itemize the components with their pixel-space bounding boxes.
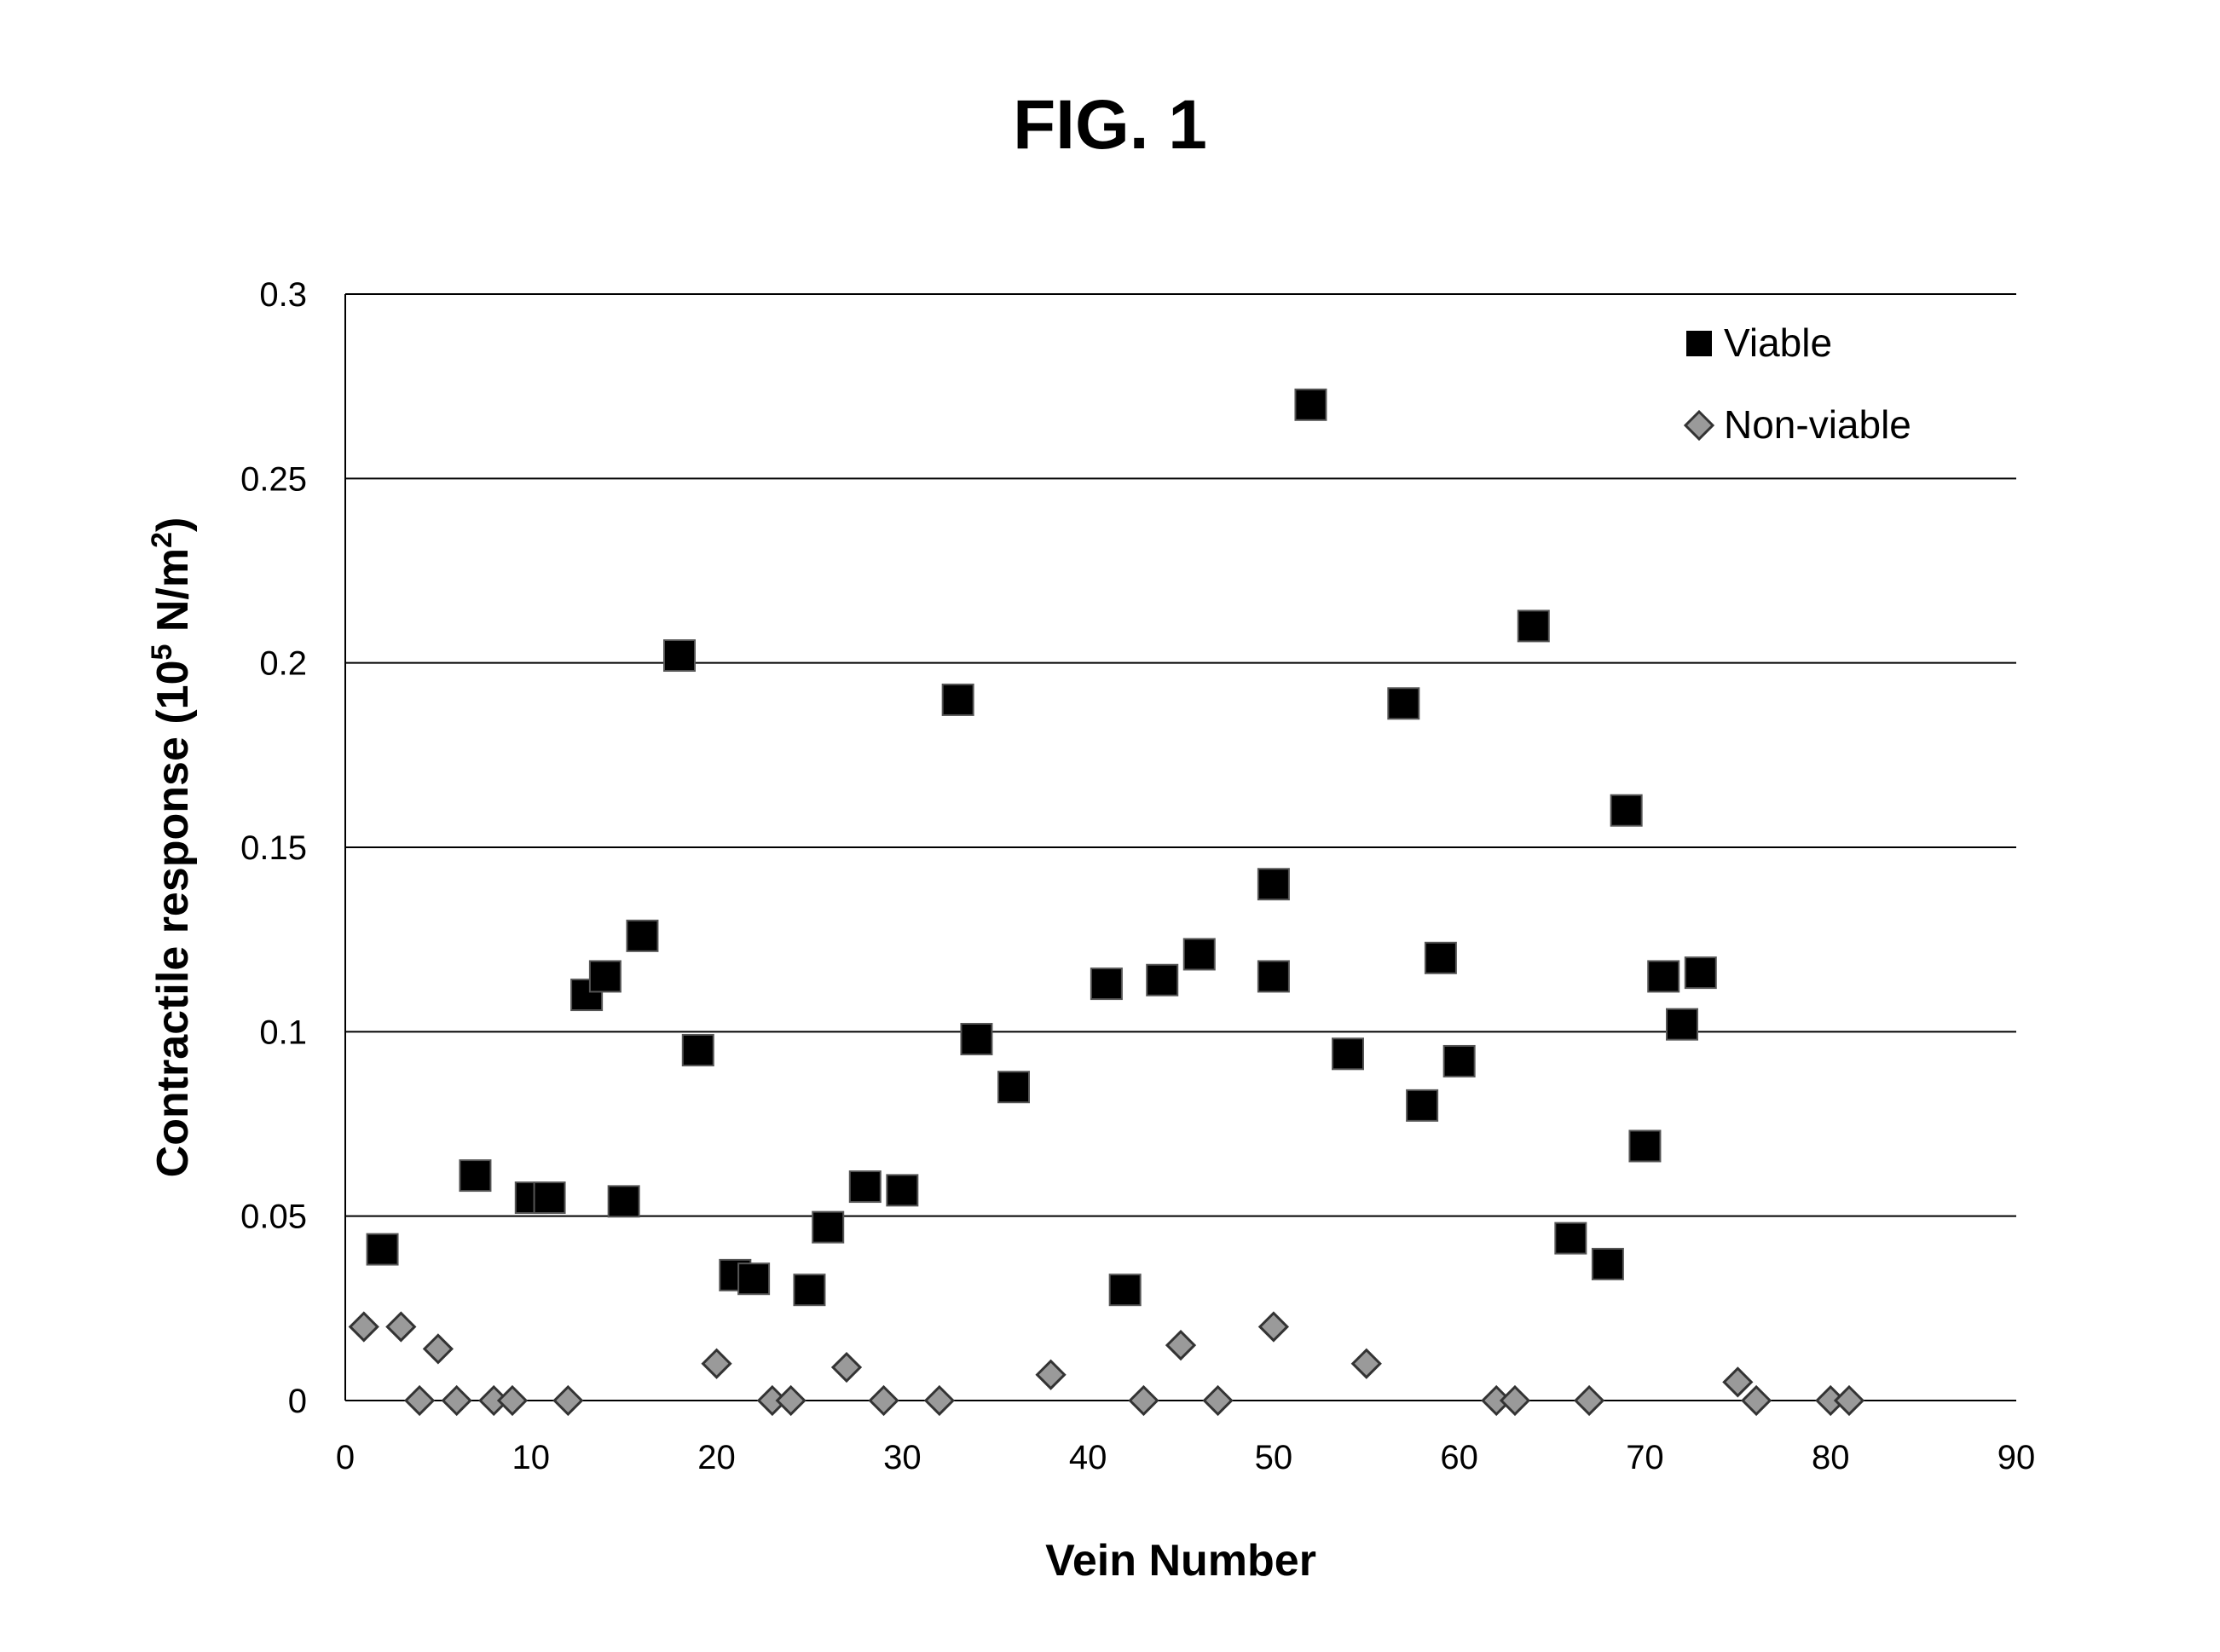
- nonviable-point: [406, 1387, 433, 1414]
- nonviable-point: [1260, 1313, 1287, 1340]
- x-tick-label: 60: [1440, 1439, 1478, 1476]
- nonviable-point: [926, 1387, 953, 1414]
- x-tick-label: 30: [883, 1439, 922, 1476]
- viable-point: [1648, 961, 1679, 991]
- viable-point: [943, 684, 974, 715]
- nonviable-point: [1205, 1387, 1232, 1414]
- y-axis-title: Contractile response (105 N/m2): [146, 517, 198, 1178]
- viable-point: [1611, 795, 1642, 826]
- viable-point: [1388, 688, 1419, 719]
- viable-point: [1091, 968, 1122, 999]
- nonviable-point: [1501, 1387, 1529, 1414]
- nonviable-point: [387, 1313, 414, 1340]
- grid-lines: [345, 294, 2016, 1401]
- viable-point: [590, 961, 621, 991]
- nonviable-point: [1743, 1387, 1770, 1414]
- viable-point: [1593, 1249, 1623, 1279]
- viable-point: [1555, 1223, 1586, 1254]
- nonviable-point: [870, 1387, 898, 1414]
- y-tick-label: 0.05: [240, 1199, 307, 1236]
- nonviable-point: [443, 1387, 471, 1414]
- viable-point: [1444, 1046, 1475, 1077]
- viable-point: [1667, 1009, 1697, 1040]
- y-axis-title-main: Contractile response (10: [148, 660, 198, 1177]
- x-tick-labels: 0 10 20 30 40 50 60 70 80 90: [336, 1439, 2035, 1476]
- x-tick-label: 40: [1069, 1439, 1107, 1476]
- x-tick-label: 0: [336, 1439, 355, 1476]
- viable-point: [850, 1171, 881, 1202]
- x-tick-label: 20: [697, 1439, 736, 1476]
- y-axis-title-end: ): [148, 517, 198, 532]
- x-tick-label: 10: [512, 1439, 551, 1476]
- y-tick-label: 0: [288, 1383, 307, 1420]
- nonviable-point: [1130, 1387, 1157, 1414]
- nonviable-point: [1353, 1350, 1380, 1378]
- nonviable-point: [350, 1313, 378, 1340]
- legend-nonviable-label: Non-viable: [1724, 402, 1911, 447]
- viable-point: [1184, 939, 1215, 969]
- viable-point: [1258, 961, 1289, 991]
- y-axis-title-sup2: 2: [146, 532, 178, 548]
- y-tick-label: 0.25: [240, 460, 307, 498]
- viable-point: [998, 1071, 1029, 1102]
- y-axis-title-mid: N/m: [148, 548, 198, 644]
- viable-point: [1333, 1038, 1363, 1069]
- viable-point: [812, 1212, 843, 1243]
- viable-point: [738, 1263, 769, 1294]
- y-tick-label: 0.15: [240, 829, 307, 867]
- viable-point: [1425, 943, 1456, 973]
- viable-point: [1629, 1130, 1660, 1161]
- x-tick-label: 80: [1812, 1439, 1850, 1476]
- y-tick-label: 0.1: [259, 1014, 307, 1051]
- viable-point: [1258, 869, 1289, 899]
- nonviable-point: [1724, 1368, 1751, 1395]
- nonviable-point: [1836, 1387, 1863, 1414]
- viable-point: [535, 1182, 565, 1213]
- legend-viable-marker: [1686, 331, 1712, 356]
- nonviable-point: [778, 1387, 805, 1414]
- x-tick-label: 90: [1997, 1439, 2036, 1476]
- legend-viable-label: Viable: [1724, 321, 1832, 365]
- viable-point: [664, 640, 695, 671]
- viable-point: [609, 1186, 639, 1216]
- viable-point: [1407, 1090, 1437, 1121]
- x-axis-title: Vein Number: [1045, 1536, 1316, 1586]
- viable-point: [1295, 390, 1326, 420]
- nonviable-point: [1038, 1361, 1065, 1389]
- x-tick-label: 70: [1626, 1439, 1664, 1476]
- viable-point: [1110, 1274, 1141, 1305]
- nonviable-point: [703, 1350, 731, 1378]
- viable-point: [887, 1175, 917, 1205]
- nonviable-point: [1575, 1387, 1603, 1414]
- viable-point: [367, 1234, 398, 1265]
- y-axis-title-sup: 5: [146, 644, 178, 661]
- viable-point: [794, 1274, 824, 1305]
- nonviable-point: [499, 1387, 526, 1414]
- viable-point: [1685, 957, 1716, 988]
- viable-point: [961, 1024, 991, 1054]
- x-tick-label: 50: [1255, 1439, 1293, 1476]
- legend: Viable Non-viable: [1685, 321, 1911, 447]
- viable-point: [1147, 965, 1177, 996]
- viable-point: [1518, 610, 1549, 641]
- nonviable-point: [554, 1387, 581, 1414]
- nonviable-point: [1167, 1331, 1194, 1359]
- nonviable-point: [833, 1354, 860, 1381]
- viable-point: [627, 921, 657, 951]
- viable-point: [683, 1035, 714, 1066]
- data-points: [350, 390, 1863, 1414]
- legend-nonviable-marker: [1685, 412, 1713, 439]
- nonviable-point: [425, 1335, 452, 1362]
- viable-point: [460, 1160, 490, 1191]
- y-tick-labels: 0 0.05 0.1 0.15 0.2 0.25 0.3: [240, 276, 307, 1420]
- y-tick-label: 0.2: [259, 645, 307, 683]
- y-tick-label: 0.3: [259, 276, 307, 314]
